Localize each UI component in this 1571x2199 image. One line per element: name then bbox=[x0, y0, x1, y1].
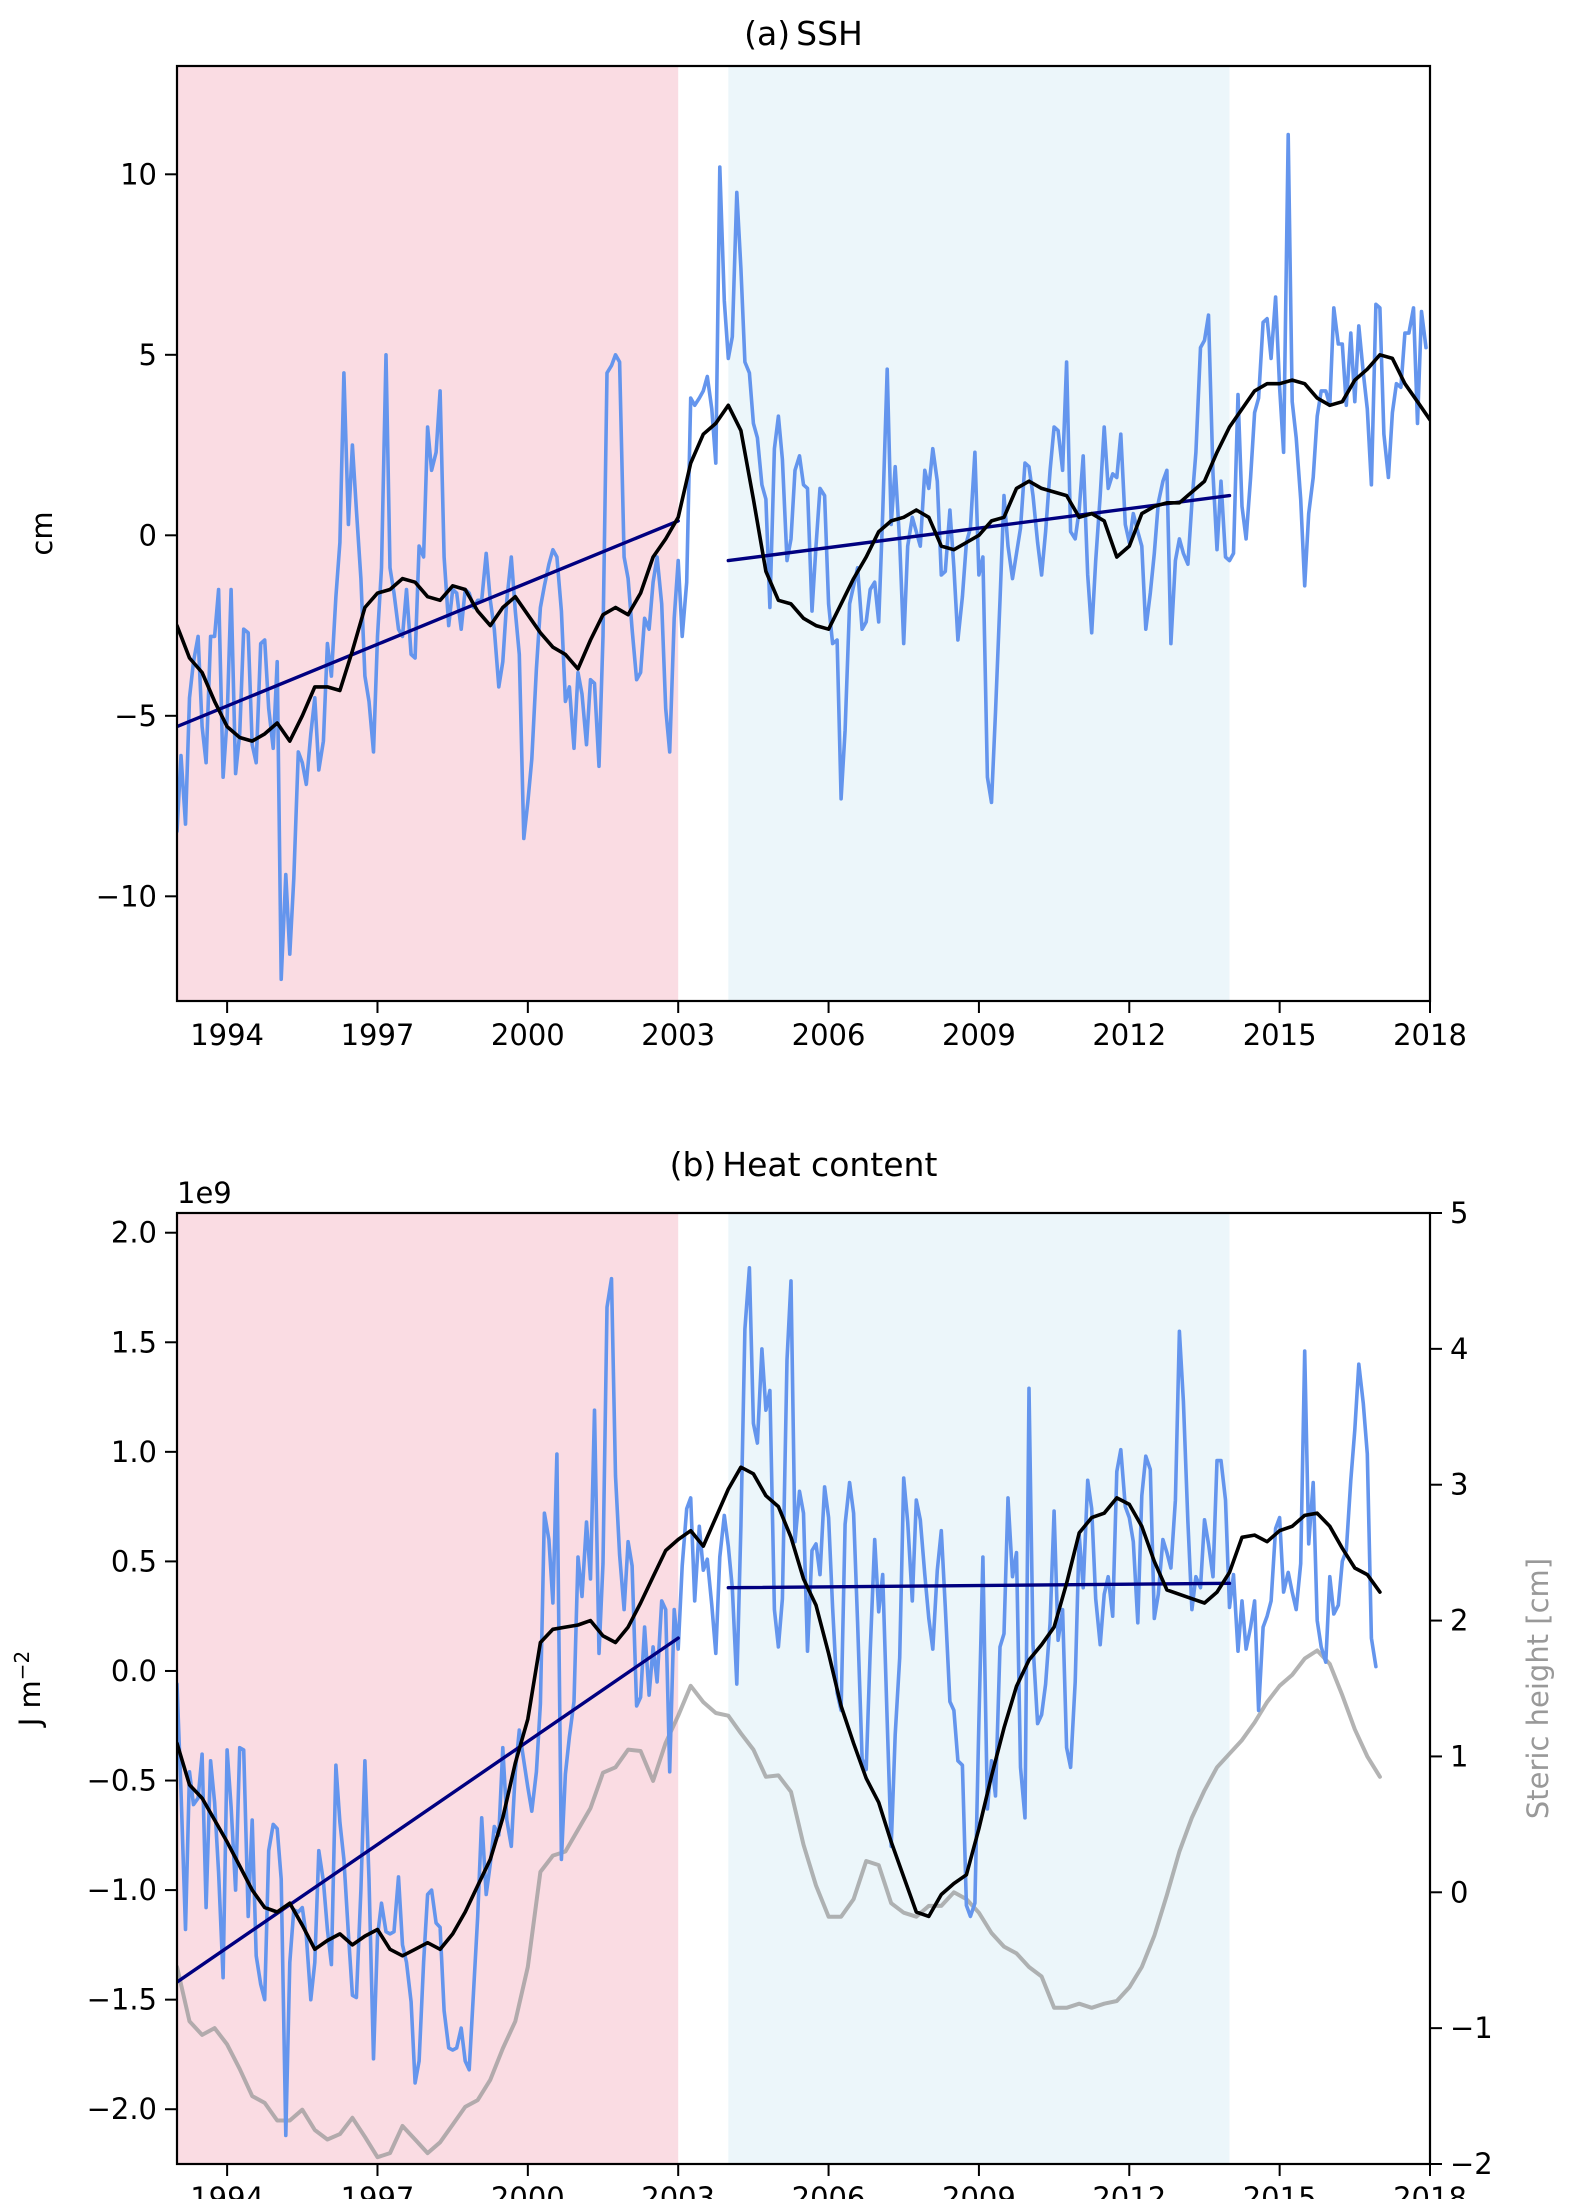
x-axis: 1994 1997 2000 2003 2006 2009 2012 2015 2018 bbox=[190, 1001, 1467, 1052]
y-tick-label: 0.0 bbox=[111, 1654, 157, 1688]
y2-tick-label: 3 bbox=[1450, 1468, 1468, 1502]
series-running-mean-1e9-j-m-2 bbox=[177, 1465, 1382, 1958]
y2-axis-label: Steric height [cm] bbox=[1521, 1558, 1555, 1819]
series-monthly-ssh-anomaly bbox=[177, 132, 1428, 982]
y-axis-left: −2.0 −1.5 −1.0 −0.5 0.0 0.5 1.0 1.5 2.0 bbox=[87, 1216, 177, 2126]
x-tick-label: 2012 bbox=[1092, 2181, 1166, 2199]
y2-tick-label: 1 bbox=[1450, 1739, 1468, 1773]
title-text: Heat content bbox=[722, 1145, 937, 1184]
x-tick-label: 1997 bbox=[341, 2181, 415, 2199]
x-tick-label: 2006 bbox=[792, 2181, 866, 2199]
x-tick-label: 2009 bbox=[942, 1018, 1016, 1052]
panel-ssh: 1994 1997 2000 2003 2006 2009 2012 2015 2018 −10… bbox=[25, 14, 1467, 1052]
y-tick-label: −0.5 bbox=[87, 1764, 157, 1798]
x-axis: 1994 1997 2000 2003 2006 2009 2012 2015 2018 bbox=[190, 2164, 1467, 2199]
x-tick-label: 2018 bbox=[1393, 2181, 1467, 2199]
x-tick-label: 2009 bbox=[942, 2181, 1016, 2199]
y-axis-label-main: J m bbox=[13, 1680, 47, 1728]
x-tick-label: 2018 bbox=[1393, 1018, 1467, 1052]
shaded-period-0 bbox=[177, 66, 679, 1001]
series-trend-2004-2014 bbox=[726, 493, 1232, 563]
x-tick-label: 2003 bbox=[641, 1018, 715, 1052]
y-tick-label: 0.5 bbox=[111, 1544, 157, 1578]
title-prefix: (a) bbox=[744, 14, 790, 53]
y-tick-label: 1.5 bbox=[111, 1325, 157, 1359]
x-tick-label: 1994 bbox=[190, 2181, 264, 2199]
x-tick-label: 2000 bbox=[491, 2181, 565, 2199]
shaded-period-0 bbox=[177, 1213, 679, 2164]
y-tick-label: −1.0 bbox=[87, 1873, 157, 1907]
shaded-periods bbox=[177, 66, 1230, 1001]
chart-title: (b) Heat content bbox=[670, 1145, 938, 1184]
x-tick-label: 2000 bbox=[491, 1018, 565, 1052]
x-tick-label: 1994 bbox=[190, 1018, 264, 1052]
y-tick-label: 0 bbox=[139, 518, 157, 552]
axes-frame bbox=[175, 64, 1432, 1003]
x-tick-label: 2015 bbox=[1243, 1018, 1317, 1052]
y2-tick-label: 5 bbox=[1450, 1196, 1468, 1230]
y2-tick-label: −2 bbox=[1450, 2147, 1493, 2181]
axes-frame bbox=[175, 1211, 1432, 2166]
y-axis-right: −2 −1 0 1 2 3 4 5 bbox=[1430, 1196, 1493, 2181]
x-tick-label: 2015 bbox=[1243, 2181, 1317, 2199]
y2-tick-label: 4 bbox=[1450, 1332, 1468, 1366]
y-axis-label-superscript: −2 bbox=[10, 1651, 34, 1680]
y-axis: −10 −5 0 5 10 bbox=[96, 157, 177, 913]
title-text: SSH bbox=[796, 14, 863, 53]
y-tick-label: −5 bbox=[114, 699, 157, 733]
title-prefix: (b) bbox=[670, 1145, 717, 1184]
y-tick-label: −10 bbox=[96, 879, 157, 913]
y2-tick-label: 0 bbox=[1450, 1875, 1468, 1909]
series-layer bbox=[177, 132, 1430, 982]
y-tick-label: −1.5 bbox=[87, 1983, 157, 2017]
y2-tick-label: 2 bbox=[1450, 1604, 1468, 1638]
y-tick-label: −2.0 bbox=[87, 2092, 157, 2126]
series-monthly-heat-content-1e9-j-m-2 bbox=[177, 1266, 1378, 2138]
chart-title: (a) SSH bbox=[744, 14, 863, 53]
x-tick-label: 1997 bbox=[341, 1018, 415, 1052]
panel-heat-content: 1994 1997 2000 2003 2006 2009 2012 2015 2018 −2.… bbox=[10, 1145, 1555, 2199]
y-tick-label: 10 bbox=[120, 157, 157, 191]
y-tick-label: 2.0 bbox=[111, 1216, 157, 1250]
series-running-mean bbox=[177, 352, 1430, 743]
series-layer bbox=[177, 1266, 1382, 2160]
y2-tick-label: −1 bbox=[1450, 2011, 1493, 2045]
series-trend-1993-2003 bbox=[177, 1636, 680, 1984]
y-axis-label: cm bbox=[25, 511, 59, 555]
y-axis-label: J m−2 bbox=[10, 1651, 47, 1729]
x-tick-label: 2012 bbox=[1092, 1018, 1166, 1052]
y-tick-label: 5 bbox=[139, 338, 157, 372]
x-tick-label: 2003 bbox=[641, 2181, 715, 2199]
x-tick-label: 2006 bbox=[792, 1018, 866, 1052]
series-steric-height-cm bbox=[177, 1648, 1382, 2160]
series-trend-2004-2014 bbox=[726, 1581, 1232, 1590]
y-tick-label: 1.0 bbox=[111, 1435, 157, 1469]
y-offset-label: 1e9 bbox=[177, 1176, 232, 1210]
series-trend-1993-2003 bbox=[177, 519, 680, 729]
